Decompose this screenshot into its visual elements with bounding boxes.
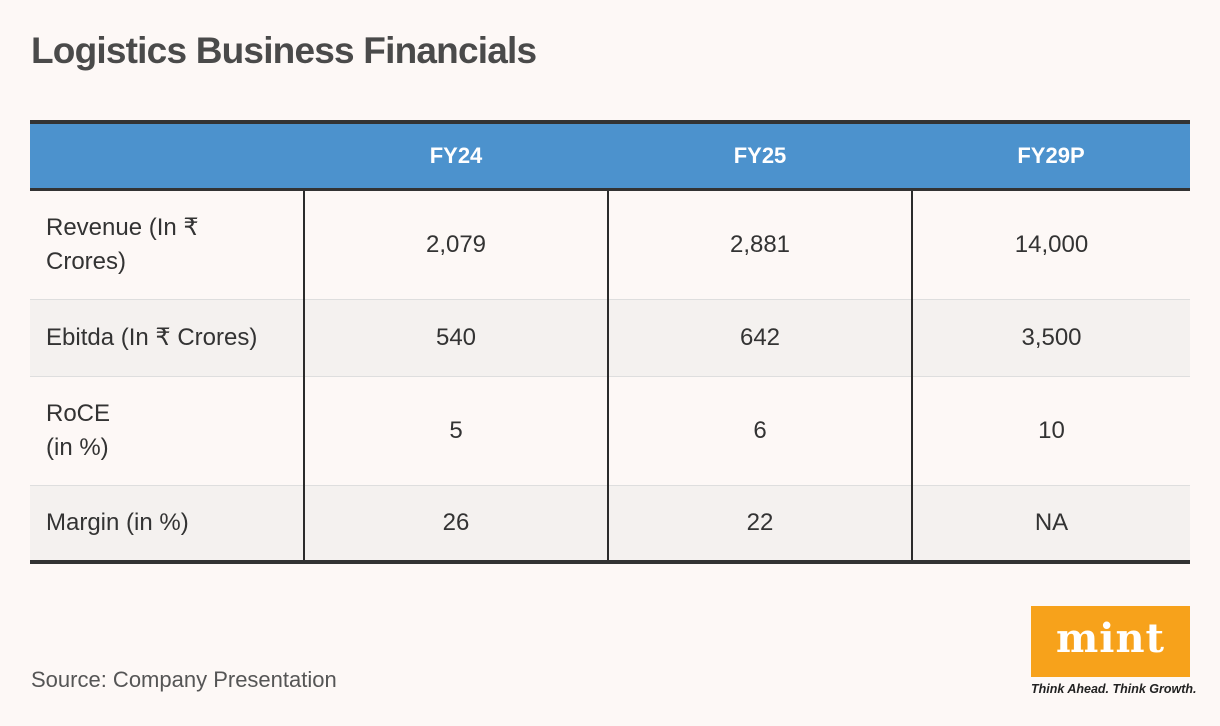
financials-table: FY24 FY25 FY29P Revenue (In ₹ Crores) 2,… [30,120,1190,564]
row-label-ebitda: Ebitda (In ₹ Crores) [30,299,304,377]
table-cell: 22 [607,485,912,564]
table-cell: 10 [911,376,1190,486]
column-header-fy29p: FY29P [912,120,1190,191]
column-header-fy25: FY25 [608,120,912,191]
table-row-roce: RoCE (in %) 5 6 10 [30,376,1190,486]
table-cell: 26 [303,485,608,564]
table-header-row: FY24 FY25 FY29P [30,120,1190,191]
chart-title: Logistics Business Financials [31,30,537,71]
row-label-roce: RoCE (in %) [30,376,304,486]
row-label-margin: Margin (in %) [30,485,304,564]
row-label-line: RoCE [46,400,111,427]
row-label-line: Margin (in %) [46,508,189,536]
row-label-line: Revenue (In ₹ [46,214,199,241]
table-cell: 3,500 [911,299,1190,377]
table-cell: 5 [303,376,608,486]
header-corner [30,120,304,191]
logo-tagline: Think Ahead. Think Growth. [1031,682,1197,696]
source-note: Source: Company Presentation [31,667,337,692]
mint-logo: mint [1031,606,1190,677]
table-row-ebitda: Ebitda (In ₹ Crores) 540 642 3,500 [30,299,1190,377]
row-label-line: Ebitda (In ₹ Crores) [46,324,258,351]
table-cell: 642 [607,299,912,377]
table-cell: 6 [607,376,912,486]
table-cell: 14,000 [911,189,1190,300]
table-cell: NA [911,485,1190,564]
column-header-fy24: FY24 [304,120,608,191]
table-cell: 2,079 [303,189,608,300]
row-label-line: Crores) [46,248,127,275]
table-row-revenue: Revenue (In ₹ Crores) 2,079 2,881 14,000 [30,189,1190,300]
table-row-margin: Margin (in %) 26 22 NA [30,485,1190,564]
table-cell: 540 [303,299,608,377]
row-label-line: (in %) [46,434,109,461]
row-label-revenue: Revenue (In ₹ Crores) [30,189,304,300]
table-cell: 2,881 [607,189,912,300]
